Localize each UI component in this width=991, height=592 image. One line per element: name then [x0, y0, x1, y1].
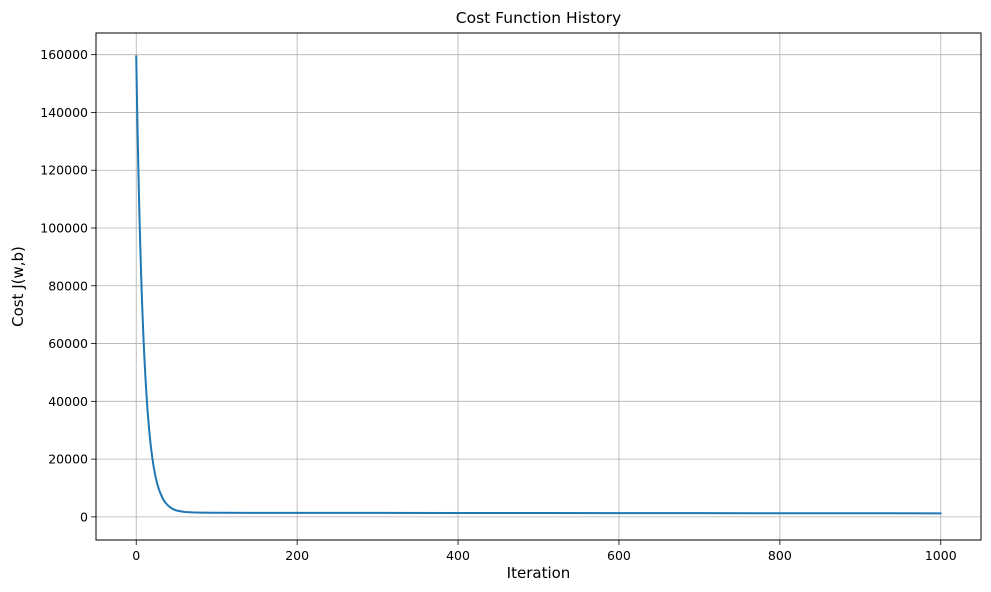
y-tick-label: 80000 — [48, 278, 88, 293]
y-tick-label: 0 — [80, 509, 88, 524]
y-tick-label: 60000 — [48, 336, 88, 351]
y-tick-label: 40000 — [48, 394, 88, 409]
y-axis-ticks: 0 20000 40000 60000 80000 100000 120000 140000 1… — [40, 47, 96, 524]
y-axis-label: Cost J(w,b) — [9, 246, 27, 327]
grid — [96, 33, 981, 540]
y-tick-label: 160000 — [40, 47, 88, 62]
x-axis-label: Iteration — [507, 564, 571, 582]
x-tick-label: 200 — [285, 548, 309, 563]
plot-frame — [95, 32, 982, 541]
x-tick-label: 400 — [446, 548, 470, 563]
x-tick-label: 800 — [768, 548, 792, 563]
series-layer — [135, 55, 942, 515]
x-tick-label: 1000 — [925, 548, 957, 563]
y-tick-label: 100000 — [40, 221, 88, 236]
y-tick-label: 20000 — [48, 452, 88, 467]
x-axis-ticks: 0 200 400 600 800 1000 — [132, 540, 957, 563]
x-tick-label: 600 — [607, 548, 631, 563]
chart-title: Cost Function History — [456, 9, 621, 27]
y-tick-label: 120000 — [40, 163, 88, 178]
cost-series-line — [135, 55, 942, 515]
y-tick-label: 140000 — [40, 105, 88, 120]
x-tick-label: 0 — [132, 548, 140, 563]
